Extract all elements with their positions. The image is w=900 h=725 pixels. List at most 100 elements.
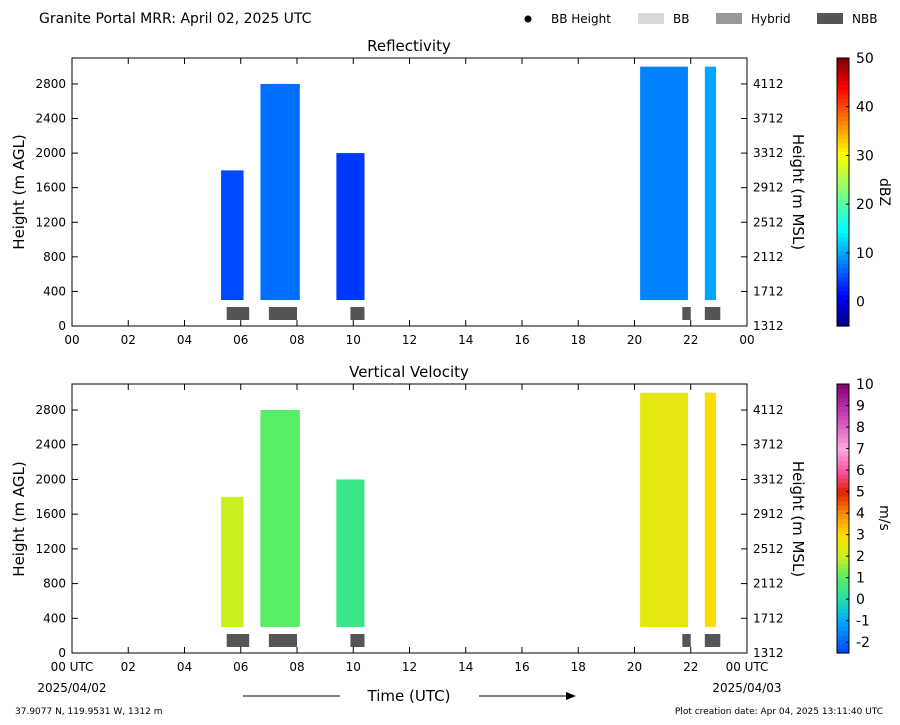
- colorbar-segment: [837, 599, 849, 605]
- x-tick-label: 00 UTC: [51, 660, 94, 674]
- colorbar-segment: [837, 75, 849, 81]
- colorbar-segment: [837, 89, 849, 95]
- colorbar-segment: [837, 285, 849, 291]
- colorbar-segment: [837, 142, 849, 148]
- echo-region: [221, 496, 244, 627]
- colorbar-segment: [837, 531, 849, 538]
- legend-label: BB: [673, 12, 689, 26]
- colorbar-segment: [837, 496, 849, 502]
- colorbar-segment: [837, 58, 849, 64]
- y-tick-label-right: 2912: [753, 181, 784, 195]
- echo-region: [336, 479, 365, 627]
- x-tick-label: 20: [627, 333, 642, 347]
- x-tick-label: 12: [402, 333, 417, 347]
- colorbar-segment: [837, 102, 849, 108]
- colorbar-segment: [837, 116, 849, 122]
- colorbar-segment: [837, 174, 849, 180]
- colorbar-tick-label: 7: [856, 442, 865, 458]
- x-tick-label: 08: [289, 333, 304, 347]
- colorbar-segment: [837, 446, 849, 452]
- colorbar-segment: [837, 545, 849, 551]
- colorbar-segment: [837, 549, 849, 555]
- x-axis-label: Time (UTC): [367, 687, 451, 705]
- colorbar-segment: [837, 487, 849, 493]
- colorbar-segment: [837, 165, 849, 171]
- colorbar-segment: [837, 151, 849, 157]
- colorbar-segment: [837, 612, 849, 618]
- y-tick-label: 1600: [35, 507, 66, 521]
- colorbar-segment: [837, 617, 849, 623]
- echo-region: [221, 170, 244, 301]
- colorbar-tick-label: 50: [856, 51, 874, 67]
- x-tick-label: 12: [402, 660, 417, 674]
- colorbar-segment: [837, 272, 849, 278]
- colorbar-segment: [837, 241, 849, 247]
- colorbar-segment: [837, 648, 849, 654]
- velocity-ylabel: Height (m AGL): [10, 461, 28, 576]
- y-tick-label: 0: [58, 646, 66, 660]
- reflectivity-colorbar: 0 10 20 30 40 50: [836, 51, 874, 327]
- colorbar-segment: [837, 433, 849, 439]
- bb-class-bar: [268, 634, 297, 647]
- legend: BB Height BB Hybrid NBB: [524, 12, 877, 26]
- colorbar-segment: [837, 397, 849, 403]
- bb-class-bar: [704, 307, 721, 320]
- reflectivity-data: [221, 66, 717, 301]
- legend-item: NBB: [817, 12, 877, 26]
- echo-region: [704, 66, 717, 301]
- colorbar-segment: [837, 125, 849, 131]
- x-tick-label: 06: [233, 660, 248, 674]
- y-tick-label-right: 3712: [753, 112, 784, 126]
- colorbar-segment: [837, 133, 849, 139]
- colorbar-segment: [837, 321, 849, 327]
- colorbar-segment: [837, 227, 849, 233]
- velocity-ylabel-right: Height (m MSL): [789, 461, 807, 577]
- colorbar-segment: [837, 536, 849, 542]
- location-label: 37.9077 N, 119.9531 W, 1312 m: [15, 707, 163, 717]
- x-tick-label: 18: [571, 333, 586, 347]
- x-tick-label: 04: [177, 660, 192, 674]
- colorbar-segment: [837, 205, 849, 211]
- y-tick-label-right: 4112: [753, 403, 784, 417]
- colorbar-segment: [837, 384, 849, 390]
- colorbar-tick-label: 10: [856, 377, 874, 393]
- colorbar-segment: [837, 192, 849, 198]
- colorbar-segment: [837, 572, 849, 578]
- x-tick-label: 04: [177, 333, 192, 347]
- colorbar-tick-label: 20: [856, 197, 874, 213]
- legend-item: BB Height: [524, 12, 611, 26]
- colorbar-segment: [837, 558, 849, 564]
- y-tick-label: 400: [43, 284, 66, 298]
- colorbar-segment: [837, 120, 849, 126]
- colorbar-segment: [837, 84, 849, 90]
- colorbar-segment: [837, 218, 849, 224]
- colorbar-segment: [837, 509, 849, 515]
- colorbar-segment: [837, 567, 849, 573]
- bb-class-bar: [226, 634, 250, 647]
- y-tick-label: 0: [58, 319, 66, 333]
- colorbar-segment: [837, 156, 849, 162]
- legend-label: Hybrid: [751, 12, 791, 26]
- colorbar-segment: [837, 111, 849, 117]
- colorbar-segment: [837, 276, 849, 282]
- legend-item: BB: [638, 12, 689, 26]
- colorbar-segment: [837, 209, 849, 215]
- reflectivity-colorbar-label: dBZ: [876, 178, 892, 206]
- colorbar-segment: [837, 406, 849, 412]
- page-title: Granite Portal MRR: April 02, 2025 UTC: [39, 11, 312, 27]
- y-tick-label: 400: [43, 611, 66, 625]
- y-tick-label-right: 2512: [753, 215, 784, 229]
- colorbar-segment: [837, 473, 849, 479]
- colorbar-segment: [837, 540, 849, 546]
- x-tick-label: 02: [121, 660, 136, 674]
- bb-class-bar: [350, 307, 365, 320]
- colorbar-segment: [837, 66, 849, 72]
- colorbar-segment: [837, 187, 849, 193]
- colorbar-segment: [837, 603, 849, 609]
- x-tick-label: 22: [683, 333, 698, 347]
- y-tick-label-right: 2912: [753, 507, 784, 521]
- colorbar-tick-label: 0: [856, 295, 865, 311]
- colorbar-segment: [837, 71, 849, 77]
